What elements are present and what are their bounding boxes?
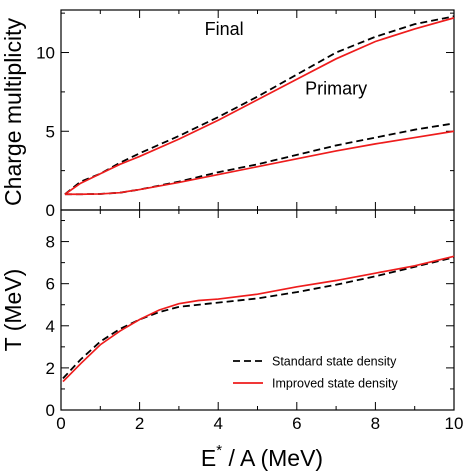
annotation-final: Final <box>205 19 244 39</box>
annotation-primary: Primary <box>305 78 367 98</box>
bottom-ticks <box>60 210 455 411</box>
bottom-panel: 0 2 4 6 8 0 2 4 6 8 10 Standard state density Impro… <box>46 209 463 433</box>
y-tick-label: 8 <box>46 233 55 252</box>
top-panel: 0 5 10 Final Primary <box>36 9 455 220</box>
y-tick-label: 4 <box>46 317 55 336</box>
x-axis-label: E* / A (MeV) <box>201 442 323 471</box>
legend-label: Standard state density <box>272 355 397 369</box>
bottom-labels: 0 2 4 6 8 0 2 4 6 8 10 <box>46 233 463 433</box>
x-tick-label: 2 <box>135 414 144 433</box>
x-tick-label: 8 <box>371 414 380 433</box>
x-tick-label: 4 <box>213 414 222 433</box>
x-tick-label: 10 <box>445 414 463 433</box>
y-tick-label: 0 <box>46 401 55 420</box>
y-tick-label: 5 <box>46 122 55 141</box>
x-axis-label-rest: / A (MeV) <box>222 445 323 471</box>
primary-dashed-line <box>64 122 455 196</box>
y-tick-label: 2 <box>46 359 55 378</box>
bottom-series <box>62 255 455 383</box>
y-tick-label: 0 <box>46 201 55 220</box>
series-dashed-line <box>62 256 455 380</box>
top-labels: 0 5 10 Final Primary <box>36 19 367 220</box>
series-solid-line <box>62 255 455 383</box>
top-y-axis-label: Charge multiplicity <box>0 18 26 206</box>
x-axis-label-main: E <box>201 445 216 471</box>
top-series <box>64 15 455 196</box>
top-plot-frame <box>60 9 455 211</box>
x-tick-label: 0 <box>56 414 65 433</box>
x-axis-label-superscript: * <box>216 442 222 459</box>
y-tick-label: 10 <box>36 44 55 63</box>
final-solid-line <box>64 17 455 195</box>
legend-label: Improved state density <box>272 377 399 391</box>
legend: Standard state density Improved state den… <box>233 355 399 391</box>
final-dashed-line <box>64 15 455 195</box>
top-ticks <box>60 10 455 211</box>
x-tick-label: 6 <box>292 414 301 433</box>
y-tick-label: 6 <box>46 275 55 294</box>
bottom-y-axis-label: T (MeV) <box>0 269 26 352</box>
primary-solid-line <box>64 130 455 196</box>
